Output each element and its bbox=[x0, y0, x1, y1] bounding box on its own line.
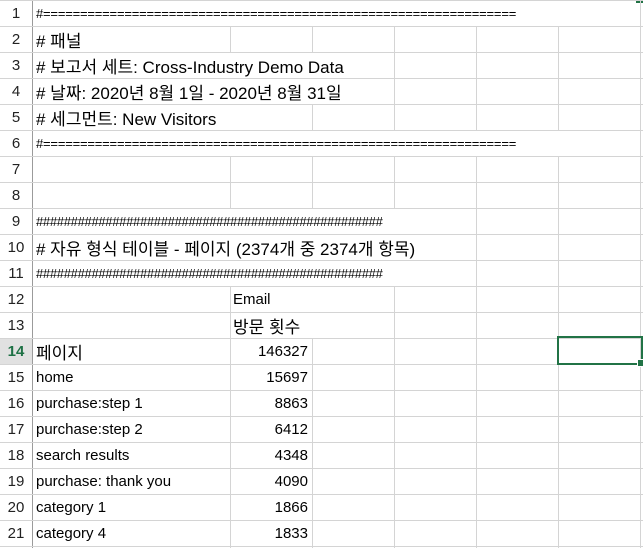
row-header[interactable]: 8 bbox=[0, 183, 32, 208]
cell-b14[interactable]: 146327 bbox=[257, 343, 308, 360]
row-header[interactable]: 10 bbox=[0, 235, 32, 260]
cell-a11[interactable]: ########################################… bbox=[36, 261, 456, 286]
cell-a10[interactable]: # 자유 형식 테이블 - 페이지 (2374개 중 2374개 항목) bbox=[36, 235, 461, 260]
row-header[interactable]: 5 bbox=[0, 105, 32, 130]
cell-a20[interactable]: category 1 bbox=[36, 499, 107, 516]
row-header[interactable]: 2 bbox=[0, 27, 32, 52]
row-header-active[interactable]: 14 bbox=[0, 339, 32, 364]
cell-b19[interactable]: 4090 bbox=[274, 473, 308, 490]
row-header[interactable]: 16 bbox=[0, 391, 32, 416]
cell-b16[interactable]: 8863 bbox=[274, 395, 308, 412]
selected-cell[interactable] bbox=[557, 336, 643, 365]
cell-a13[interactable] bbox=[36, 313, 226, 338]
row-header[interactable]: 11 bbox=[0, 261, 32, 286]
cell-b20[interactable]: 1866 bbox=[274, 499, 308, 516]
col-divider bbox=[558, 0, 559, 548]
row-header[interactable]: 21 bbox=[0, 521, 32, 546]
col-divider bbox=[640, 0, 641, 548]
row-header[interactable]: 17 bbox=[0, 417, 32, 442]
row-header[interactable]: 12 bbox=[0, 287, 32, 312]
cell-a5[interactable]: # 세그먼트: New Visitors bbox=[36, 105, 246, 130]
cell-b18[interactable]: 4348 bbox=[274, 447, 308, 464]
row-header-border bbox=[32, 0, 33, 548]
cell-b13[interactable]: 방문 횟수 bbox=[233, 313, 333, 338]
row-header[interactable]: 9 bbox=[0, 209, 32, 234]
row-header[interactable]: 3 bbox=[0, 53, 32, 78]
row-header[interactable]: 19 bbox=[0, 469, 32, 494]
cell-a8[interactable] bbox=[36, 183, 226, 208]
cell-a2[interactable]: # 패널 bbox=[36, 27, 226, 52]
row-header[interactable]: 20 bbox=[0, 495, 32, 520]
cell-b17[interactable]: 6412 bbox=[274, 421, 308, 438]
row-header[interactable]: 6 bbox=[0, 131, 32, 156]
col-divider bbox=[476, 0, 477, 548]
cell-a1[interactable]: #=======================================… bbox=[36, 1, 636, 26]
cell-a16[interactable]: purchase:step 1 bbox=[36, 395, 143, 412]
cell-b15[interactable]: 15697 bbox=[266, 369, 308, 386]
row-header[interactable]: 4 bbox=[0, 79, 32, 104]
cell-a15[interactable]: home bbox=[36, 369, 74, 386]
cell-a21[interactable]: category 4 bbox=[36, 525, 107, 542]
fill-handle[interactable] bbox=[637, 359, 643, 367]
cell-a7[interactable] bbox=[36, 157, 226, 182]
cell-a3[interactable]: # 보고서 세트: Cross-Industry Demo Data bbox=[36, 53, 376, 78]
cell-b12[interactable]: Email bbox=[233, 287, 313, 312]
row-header[interactable]: 1 bbox=[0, 1, 32, 26]
cell-a4[interactable]: # 날짜: 2020년 8월 1일 - 2020년 8월 31일 bbox=[36, 79, 376, 104]
row-header[interactable]: 7 bbox=[0, 157, 32, 182]
cell-a17[interactable]: purchase:step 2 bbox=[36, 421, 143, 438]
cell-a14[interactable]: 페이지 bbox=[36, 344, 83, 363]
row-header[interactable]: 15 bbox=[0, 365, 32, 390]
cell-b21[interactable]: 1833 bbox=[274, 525, 308, 542]
cell-a18[interactable]: search results bbox=[36, 447, 130, 464]
row-header[interactable]: 18 bbox=[0, 443, 32, 468]
cell-a12[interactable] bbox=[36, 287, 226, 312]
cell-a9[interactable]: ########################################… bbox=[36, 209, 456, 234]
row-header[interactable]: 13 bbox=[0, 313, 32, 338]
cell-a6[interactable]: #=======================================… bbox=[36, 131, 636, 156]
cell-a19[interactable]: purchase: thank you bbox=[36, 473, 172, 490]
